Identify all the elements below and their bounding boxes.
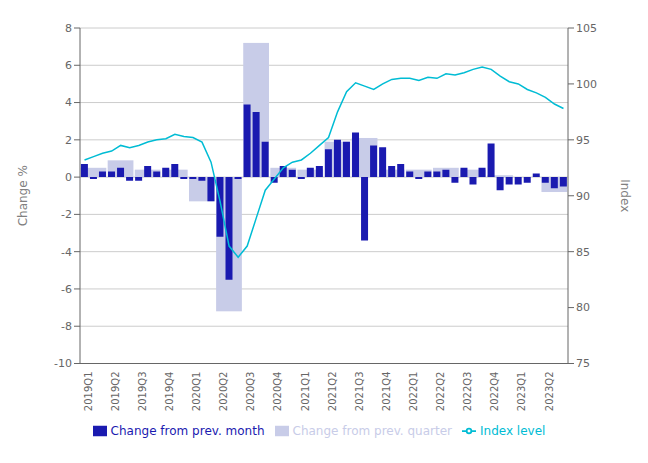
svg-text:90: 90 [576,190,590,203]
svg-text:-10: -10 [54,357,72,370]
svg-text:-2: -2 [61,208,72,221]
svg-text:-4: -4 [61,246,72,259]
svg-text:Index: Index [618,179,632,212]
svg-text:2022Q3: 2022Q3 [462,372,473,412]
svg-text:80: 80 [576,301,590,314]
svg-text:2019Q2: 2019Q2 [110,372,121,412]
svg-text:8: 8 [65,22,72,35]
svg-text:2021Q3: 2021Q3 [354,372,365,412]
svg-text:2019Q4: 2019Q4 [164,372,175,412]
svg-text:2021Q4: 2021Q4 [381,372,392,412]
svg-text:2023Q1: 2023Q1 [516,371,527,411]
svg-text:2020Q1: 2020Q1 [191,372,202,412]
svg-text:0: 0 [65,171,72,184]
svg-text:75: 75 [576,357,590,370]
svg-text:2: 2 [65,134,72,147]
html-text:Index level: Index level [480,423,546,438]
svg-text:4: 4 [65,96,72,109]
svg-text:2019Q3: 2019Q3 [137,372,148,412]
svg-text:2020Q4: 2020Q4 [272,372,283,412]
svg-text:2022Q4: 2022Q4 [489,372,500,412]
html-text:Change from prev. month: Change from prev. month [110,423,265,438]
svg-text:-6: -6 [61,283,72,296]
svg-text:85: 85 [576,246,590,259]
svg-text:100: 100 [576,78,597,91]
svg-text:105: 105 [576,22,597,35]
svg-text:2020Q3: 2020Q3 [245,372,256,412]
svg-text:95: 95 [576,134,590,147]
svg-text:2019Q1: 2019Q1 [83,372,94,412]
svg-text:-8: -8 [61,320,72,333]
svg-text:2020Q2: 2020Q2 [218,372,229,412]
svg-text:6: 6 [65,59,72,72]
svg-text:Change %: Change % [16,165,30,226]
html-text:Change from prev. quarter: Change from prev. quarter [292,423,452,438]
svg-text:2023Q2: 2023Q2 [544,372,555,412]
svg-text:2021Q1: 2021Q1 [300,372,311,412]
svg-text:2022Q2: 2022Q2 [435,372,446,412]
svg-text:2022Q1: 2022Q1 [408,372,419,412]
svg-text:2021Q2: 2021Q2 [327,372,338,412]
